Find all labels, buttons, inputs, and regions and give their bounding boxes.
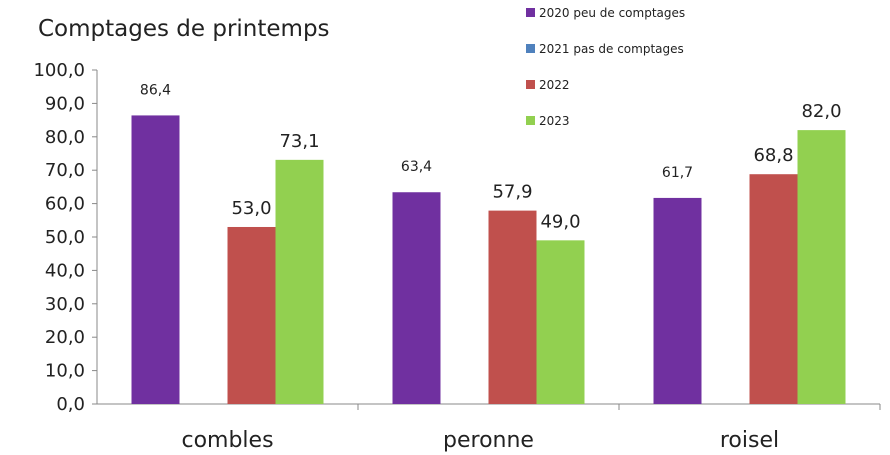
data-label: 53,0 (231, 198, 271, 219)
legend-label: 2023 (539, 114, 570, 128)
data-label: 61,7 (662, 165, 693, 181)
data-label: 57,9 (492, 182, 532, 203)
legend: 2020 peu de comptages 2021 pas de comptag… (526, 6, 685, 128)
legend-swatch (526, 8, 535, 17)
y-tick-label: 10,0 (45, 361, 85, 382)
data-label: 82,0 (801, 101, 841, 122)
data-label: 68,8 (753, 145, 793, 166)
legend-label: 2020 peu de comptages (539, 6, 685, 20)
legend-label: 2021 pas de comptages (539, 42, 684, 56)
category-label: roisel (720, 428, 779, 453)
y-tick-label: 0,0 (56, 394, 85, 415)
legend-swatch (526, 80, 535, 89)
y-tick-label: 50,0 (45, 227, 85, 248)
chart-title: Comptages de printemps (38, 16, 330, 42)
bar-roisel-0 (653, 197, 702, 404)
y-tick-label: 90,0 (45, 93, 85, 114)
bar-peronne-0 (392, 192, 441, 404)
legend-label: 2022 (539, 78, 570, 92)
bar-roisel-3 (797, 130, 846, 404)
y-tick-label: 30,0 (45, 294, 85, 315)
y-tick-label: 20,0 (45, 327, 85, 348)
y-tick-label: 70,0 (45, 160, 85, 181)
bar-combles-3 (275, 159, 324, 404)
data-label: 73,1 (279, 131, 319, 152)
category-label: peronne (443, 428, 534, 453)
bar-roisel-2 (749, 174, 798, 404)
y-tick-label: 60,0 (45, 194, 85, 215)
bar-peronne-3 (536, 240, 585, 404)
y-tick-label: 40,0 (45, 260, 85, 281)
x-axis-ticks: combles peronne roisel (181, 404, 881, 453)
bar-combles-0 (131, 115, 180, 404)
data-labels: 86,4 63,4 61,7 53,0 57,9 68,8 73,1 49,0 82,0 (140, 82, 842, 232)
category-label: combles (181, 428, 273, 453)
data-label: 86,4 (140, 82, 171, 98)
y-axis-ticks: 0,0 10,0 20,0 30,0 40,0 50,0 60,0 70,0 80,0 90,0 1… (33, 60, 97, 415)
y-tick-label: 80,0 (45, 127, 85, 148)
bar-peronne-2 (488, 210, 537, 404)
y-tick-label: 100,0 (33, 60, 85, 81)
data-label: 63,4 (401, 159, 432, 175)
bar-series (131, 115, 846, 404)
legend-swatch (526, 116, 535, 125)
data-label: 49,0 (540, 211, 580, 232)
legend-swatch (526, 44, 535, 53)
bar-combles-2 (227, 226, 276, 404)
